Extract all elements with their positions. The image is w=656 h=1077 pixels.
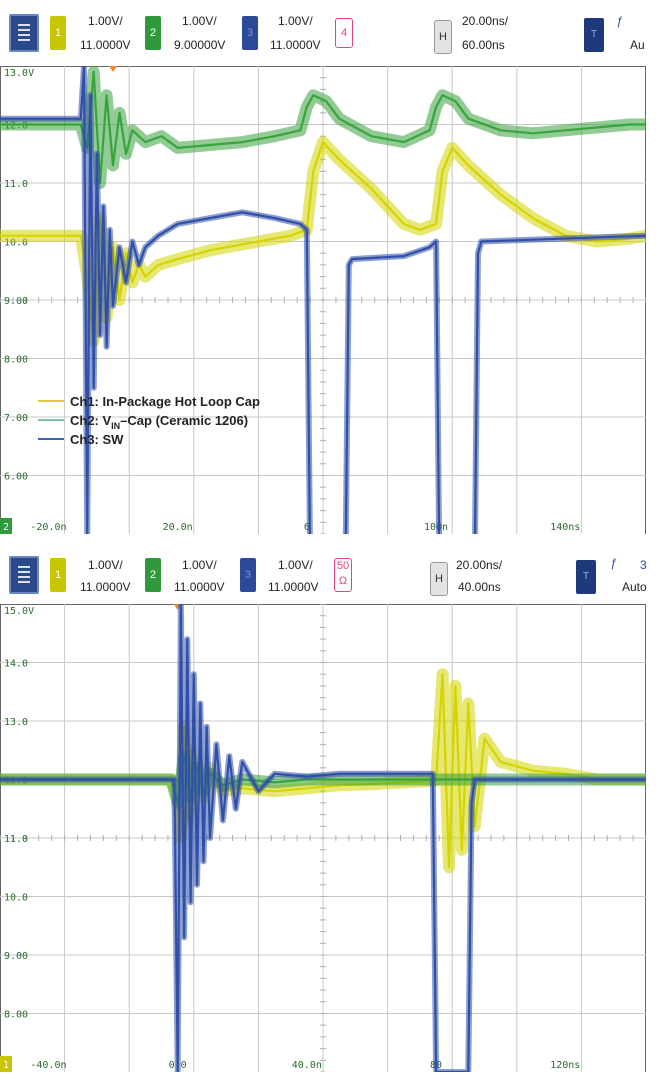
legend-label-part: Ch2: V xyxy=(70,413,112,428)
series-line-3 xyxy=(0,604,646,1072)
trigger-mode: Auto xyxy=(622,580,647,594)
horizontal-button[interactable]: H xyxy=(430,562,448,596)
y-tick-label: 11.0 xyxy=(4,179,28,190)
y-tick-label: 9.00 xyxy=(4,951,28,962)
trigger-position-marker xyxy=(109,66,118,72)
channel-1-button[interactable]: 1 xyxy=(50,558,66,592)
channel-2-offset: 9.00000V xyxy=(174,38,226,52)
delay-value: 60.00ns xyxy=(462,38,505,52)
timebase-value: 20.00ns/ xyxy=(456,558,503,572)
series-line-2 xyxy=(0,70,646,185)
trigger-button[interactable]: T xyxy=(584,18,604,52)
legend-label-part: –Cap (Ceramic 1206) xyxy=(120,413,248,428)
channel-2-scale: 1.00V/ xyxy=(182,558,217,572)
channel-3-scale: 1.00V/ xyxy=(278,558,313,572)
x-tick-label: 140ns xyxy=(550,522,580,533)
channel-1-scale: 1.00V/ xyxy=(88,558,123,572)
y-tick-label: 7.00 xyxy=(4,413,28,424)
y-tick-label: 14.0 xyxy=(4,659,28,670)
legend-label-2: Ch2: VIN–Cap (Ceramic 1206) xyxy=(70,413,248,431)
channel-2-offset: 11.0000V xyxy=(174,580,225,594)
trigger-level: 3 xyxy=(640,558,647,572)
scope-panel-1: 1 1.00V/ 11.0000V 2 1.00V/ 9.00000V 3 1.… xyxy=(0,0,656,534)
legend-label-3: Ch3: SW xyxy=(70,432,124,447)
x-tick-label: 40.0n xyxy=(292,1060,322,1071)
ground-level-marker xyxy=(0,1056,12,1072)
channel-toolbar: 1 1.00V/ 11.0000V 2 1.00V/ 11.0000V 3 1.… xyxy=(0,550,656,612)
y-tick-label: 11.0 xyxy=(4,834,28,845)
math-channel-unit: Ω xyxy=(338,575,348,587)
trigger-edge-icon: ƒ xyxy=(616,14,623,28)
legend-label-subscript: IN xyxy=(111,421,120,431)
y-tick-label: 8.00 xyxy=(4,1010,28,1021)
math-channel-label: 50 xyxy=(336,560,350,572)
trigger-edge-icon: ƒ xyxy=(610,556,617,570)
waveform-display-1[interactable]: 13.0V 12.0 11.0 10.0 9.00 8.00 7.00 6.00 -20.0n 2… xyxy=(0,66,646,534)
channel-1-button[interactable]: 1 xyxy=(50,16,66,50)
grid-lines xyxy=(0,604,646,1072)
x-tick-label: 20.0n xyxy=(163,522,193,533)
trigger-button[interactable]: T xyxy=(576,560,596,594)
channel-1-offset: 11.0000V xyxy=(80,580,131,594)
x-tick-label: -20.0n xyxy=(30,522,66,533)
channel-3-button[interactable]: 3 xyxy=(242,16,258,50)
channel-3-button[interactable]: 3 xyxy=(240,558,256,592)
y-tick-label: 15.0V xyxy=(4,606,34,617)
channel-2-button[interactable]: 2 xyxy=(145,558,161,592)
legend-label-1: Ch1: In-Package Hot Loop Cap xyxy=(70,394,260,409)
timebase-value: 20.00ns/ xyxy=(462,14,509,28)
horizontal-button[interactable]: H xyxy=(434,20,452,54)
channel-3-scale: 1.00V/ xyxy=(278,14,313,28)
x-tick-label: -40.0n xyxy=(30,1060,66,1071)
y-tick-label: 8.00 xyxy=(4,355,28,366)
trigger-mode: Au xyxy=(630,38,645,52)
waveform-display-2[interactable]: 15.0V 14.0 13.0 12.0 11.0 10.0 9.00 8.00 -40.0n 0… xyxy=(0,604,646,1072)
channel-2-button[interactable]: 2 xyxy=(145,16,161,50)
ground-level-label: 2 xyxy=(3,522,9,533)
math-channel-button[interactable]: 4 xyxy=(335,18,353,48)
y-tick-label: 10.0 xyxy=(4,893,28,904)
delay-value: 40.00ns xyxy=(458,580,501,594)
channel-1-scale: 1.00V/ xyxy=(88,14,123,28)
series-line-3 xyxy=(0,66,646,534)
math-channel-button[interactable]: 50 Ω xyxy=(334,558,352,592)
channel-3-offset: 11.0000V xyxy=(268,580,319,594)
channel-1-offset: 11.0000V xyxy=(80,38,131,52)
menu-button[interactable] xyxy=(9,556,39,594)
ground-level-marker xyxy=(0,518,12,534)
y-tick-label: 10.0 xyxy=(4,238,28,249)
y-tick-label: 13.0V xyxy=(4,68,34,79)
y-tick-label: 6.00 xyxy=(4,472,28,483)
y-tick-label: 9.00 xyxy=(4,296,28,307)
y-tick-label: 13.0 xyxy=(4,717,28,728)
channel-2-scale: 1.00V/ xyxy=(182,14,217,28)
x-tick-label: 120ns xyxy=(550,1060,580,1071)
channel-3-offset: 11.0000V xyxy=(270,38,321,52)
ground-level-label: 1 xyxy=(3,1060,9,1071)
channel-toolbar: 1 1.00V/ 11.0000V 2 1.00V/ 9.00000V 3 1.… xyxy=(0,0,656,62)
scope-panel-2: 1 1.00V/ 11.0000V 2 1.00V/ 11.0000V 3 1.… xyxy=(0,550,656,1077)
menu-button[interactable] xyxy=(9,14,39,52)
